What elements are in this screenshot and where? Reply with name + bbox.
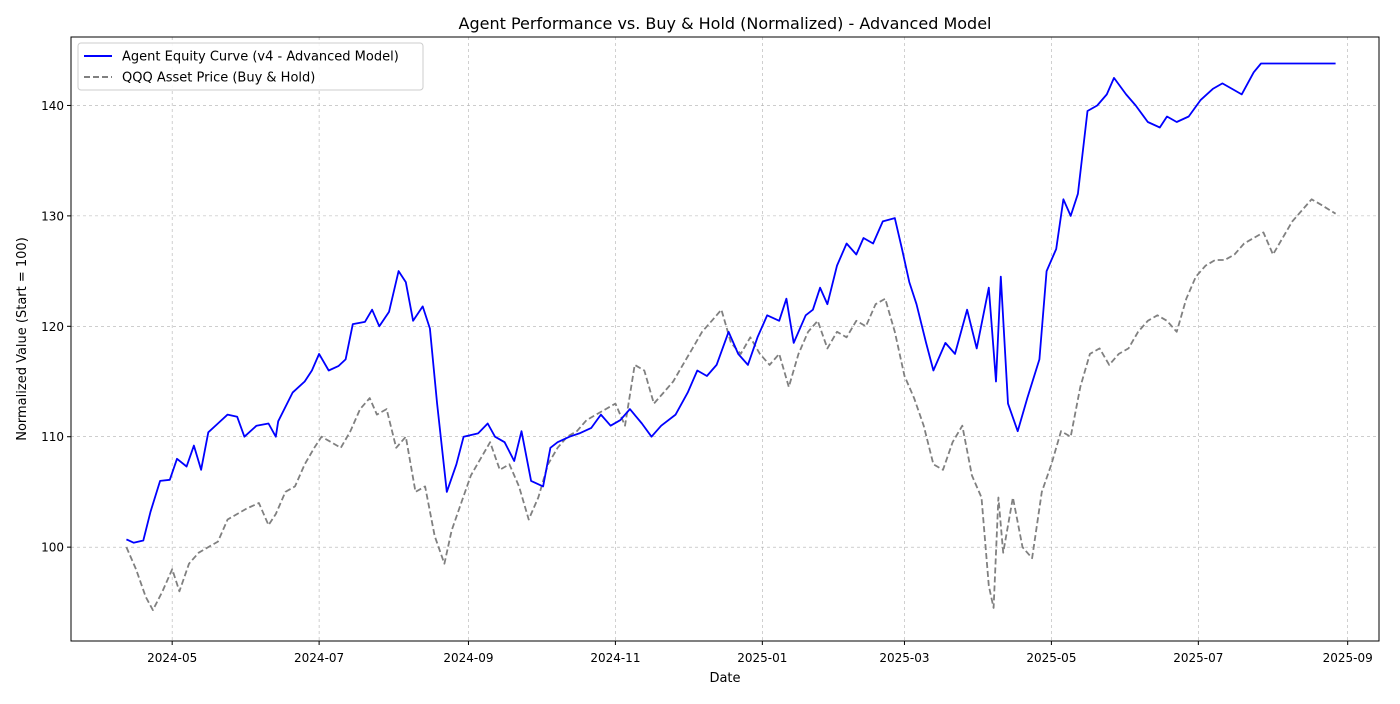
plot-area-frame [70,36,1380,642]
x-tick-label: 2024-05 [147,651,197,665]
agent-equity-line [126,62,1336,544]
x-tick-label: 2025-09 [1323,651,1373,665]
y-tick-label: 140 [41,99,64,113]
x-tick-label: 2025-05 [1026,651,1076,665]
y-tick-label: 110 [41,430,64,444]
x-axis-label: Date [709,671,740,686]
legend-label-agent: Agent Equity Curve (v4 - Advanced Model) [122,50,399,65]
x-tick-label: 2025-07 [1173,651,1223,665]
y-tick-label: 130 [41,209,64,223]
y-tick-label: 120 [41,320,64,334]
x-tick-label: 2025-03 [879,651,929,665]
legend-box [77,42,424,91]
x-tick-label: 2025-01 [737,651,787,665]
qqq-price-line [125,198,1337,611]
chart-title: Agent Performance vs. Buy & Hold (Normal… [459,14,992,33]
y-tick-label: 100 [41,541,64,555]
legend-label-qqq: QQQ Asset Price (Buy & Hold) [122,71,315,86]
series-layer [125,62,1337,611]
y-axis-label: Normalized Value (Start = 100) [15,237,30,441]
x-tick-label: 2024-07 [294,651,344,665]
grid-lines [71,37,1379,641]
x-tick-label: 2024-09 [443,651,493,665]
x-tick-label: 2024-11 [590,651,640,665]
axis-ticks: 2024-05 2024-07 2024-09 2024-11 2025-01 2025-… [41,99,1373,665]
legend: Agent Equity Curve (v4 - Advanced Model)… [77,42,424,91]
